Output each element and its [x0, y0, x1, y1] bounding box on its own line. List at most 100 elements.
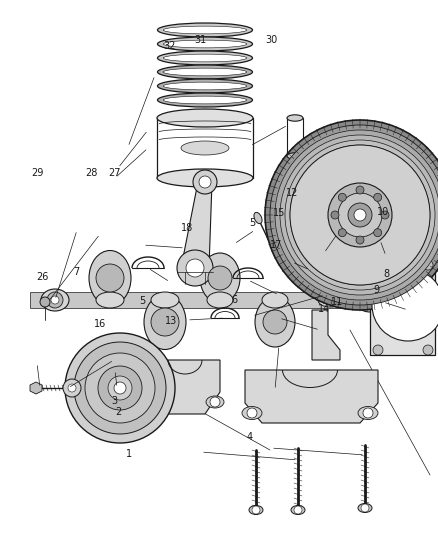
Circle shape [280, 135, 438, 295]
Circle shape [381, 211, 389, 219]
Circle shape [356, 236, 364, 244]
Text: 5: 5 [139, 296, 145, 306]
Ellipse shape [158, 65, 252, 79]
Polygon shape [181, 182, 212, 268]
Circle shape [177, 250, 213, 286]
Text: 28: 28 [85, 168, 97, 178]
Circle shape [65, 333, 175, 443]
Text: 27: 27 [109, 168, 121, 178]
Circle shape [374, 193, 381, 201]
Ellipse shape [151, 292, 179, 308]
Ellipse shape [158, 37, 252, 51]
Circle shape [199, 176, 211, 188]
Text: 13: 13 [165, 316, 177, 326]
Text: 26: 26 [37, 272, 49, 282]
Circle shape [208, 266, 232, 290]
Circle shape [348, 203, 372, 227]
Ellipse shape [158, 79, 252, 93]
Polygon shape [30, 382, 42, 394]
Ellipse shape [96, 292, 124, 308]
Circle shape [373, 260, 383, 270]
Ellipse shape [158, 93, 252, 107]
Circle shape [270, 125, 438, 305]
Circle shape [290, 145, 430, 285]
Ellipse shape [291, 505, 305, 514]
Ellipse shape [358, 407, 378, 419]
Text: 17: 17 [270, 240, 282, 250]
Circle shape [331, 211, 339, 219]
Ellipse shape [249, 505, 263, 514]
Ellipse shape [144, 295, 186, 350]
Text: 1: 1 [126, 449, 132, 459]
Circle shape [265, 120, 438, 310]
Circle shape [374, 229, 381, 237]
Text: 2: 2 [115, 407, 121, 417]
Text: 10: 10 [377, 207, 389, 217]
Circle shape [85, 353, 155, 423]
Text: 8: 8 [383, 269, 389, 279]
Ellipse shape [287, 115, 303, 121]
Text: 5: 5 [250, 218, 256, 228]
Circle shape [151, 308, 179, 336]
Ellipse shape [287, 153, 303, 159]
Text: 12: 12 [286, 189, 299, 198]
Circle shape [373, 345, 383, 355]
Ellipse shape [358, 504, 372, 513]
Circle shape [361, 504, 369, 512]
Circle shape [150, 397, 160, 407]
Circle shape [98, 366, 142, 410]
Text: 31: 31 [194, 35, 207, 45]
Ellipse shape [163, 40, 247, 48]
Ellipse shape [262, 292, 288, 308]
Circle shape [96, 264, 124, 292]
Circle shape [338, 229, 346, 237]
Circle shape [51, 296, 59, 304]
Circle shape [354, 209, 366, 221]
Circle shape [263, 310, 287, 334]
Circle shape [294, 506, 302, 514]
Ellipse shape [89, 251, 131, 305]
Ellipse shape [158, 23, 252, 37]
Circle shape [290, 145, 430, 285]
Ellipse shape [158, 51, 252, 65]
Text: 3: 3 [112, 397, 118, 406]
Text: 9: 9 [374, 286, 380, 295]
Circle shape [108, 376, 132, 400]
Ellipse shape [206, 396, 224, 408]
Circle shape [423, 345, 433, 355]
Text: 7: 7 [74, 267, 80, 277]
Text: 11: 11 [331, 297, 343, 307]
Circle shape [40, 297, 50, 307]
Circle shape [356, 186, 364, 194]
Ellipse shape [255, 297, 295, 347]
Polygon shape [312, 310, 340, 360]
Ellipse shape [41, 289, 69, 311]
Circle shape [63, 379, 81, 397]
Ellipse shape [157, 109, 253, 127]
Ellipse shape [311, 256, 349, 304]
Text: 18: 18 [181, 223, 194, 233]
Text: 4: 4 [247, 432, 253, 442]
Circle shape [338, 193, 346, 201]
Ellipse shape [254, 212, 262, 224]
Circle shape [338, 193, 382, 237]
Text: 14: 14 [318, 304, 330, 314]
Polygon shape [150, 360, 220, 414]
Ellipse shape [146, 396, 164, 408]
Ellipse shape [181, 141, 229, 155]
Circle shape [210, 397, 220, 407]
Circle shape [68, 384, 76, 392]
Ellipse shape [318, 293, 342, 307]
Ellipse shape [242, 407, 262, 419]
Polygon shape [245, 370, 378, 423]
Circle shape [285, 140, 435, 290]
Ellipse shape [200, 253, 240, 303]
Circle shape [114, 382, 126, 394]
Ellipse shape [163, 96, 247, 104]
Ellipse shape [157, 169, 253, 187]
Text: 16: 16 [94, 319, 106, 328]
Ellipse shape [163, 54, 247, 62]
Ellipse shape [163, 82, 247, 90]
Circle shape [252, 506, 260, 514]
Text: 30: 30 [265, 35, 278, 45]
